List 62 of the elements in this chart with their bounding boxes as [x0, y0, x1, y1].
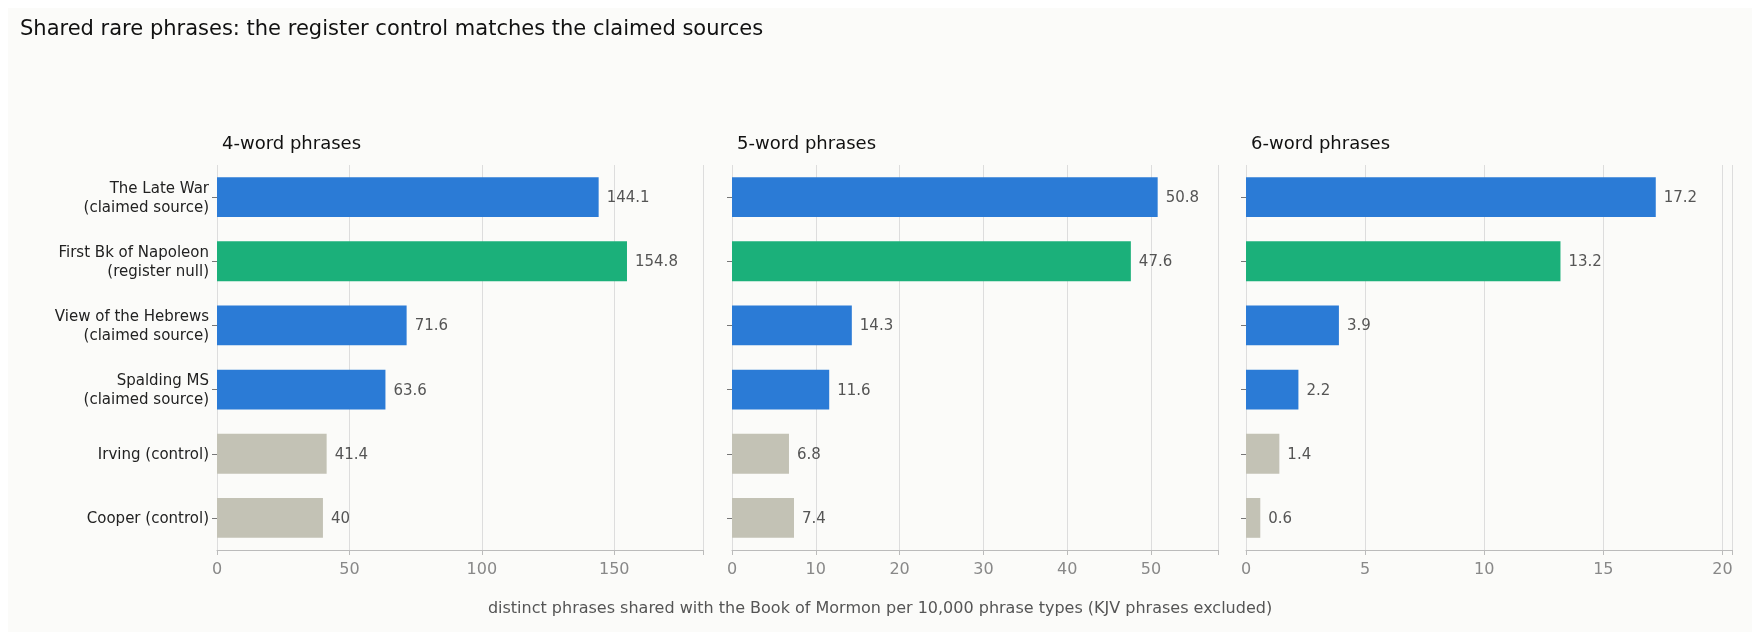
data-label: 14.3	[859, 316, 894, 335]
x-tick-label: 0	[726, 558, 738, 578]
bar	[1246, 177, 1656, 217]
data-label: 144.1	[606, 188, 650, 207]
chart-title: 6-word phrases	[1251, 131, 1391, 153]
bar	[732, 433, 789, 474]
data-label: 3.9	[1346, 316, 1371, 335]
x-axis-title: distinct phrases shared with the Book of Mormon per 10,000 phrase types (KJV phrases excluded)	[486, 598, 1274, 617]
chart-title: 5-word phrases	[737, 131, 877, 153]
x-tick-label: 10	[1474, 558, 1495, 578]
bar	[1246, 369, 1299, 410]
bar	[732, 177, 1158, 217]
bar	[217, 305, 407, 346]
y-tick-label: First Bk of Napoleon (register null)	[58, 242, 209, 280]
bar	[1246, 241, 1561, 282]
bar	[217, 433, 327, 474]
data-label: 11.6	[837, 380, 871, 399]
bar	[732, 498, 795, 538]
bar	[217, 369, 386, 410]
x-tick-label: 10	[805, 558, 826, 578]
y-tick-label: Irving (control)	[97, 444, 209, 463]
chart-title: 4-word phrases	[222, 131, 362, 153]
x-tick-label: 100	[466, 558, 498, 578]
text: Shared rare phrases: the register control matches the claimed sources	[20, 16, 764, 40]
data-label: 154.8	[634, 252, 678, 271]
bar	[732, 305, 852, 346]
data-label: 41.4	[334, 444, 369, 463]
x-tick-label: 30	[973, 558, 994, 578]
y-tick-label: Spalding MS (claimed source)	[83, 371, 209, 409]
data-label: 7.4	[802, 508, 826, 527]
data-label: 0.6	[1268, 508, 1293, 527]
data-label: 63.6	[393, 380, 427, 399]
bar	[1246, 498, 1261, 538]
x-tick-label: 50	[1140, 558, 1162, 578]
bar	[1246, 305, 1339, 346]
x-tick-label: 5	[1360, 558, 1371, 578]
data-label: 71.6	[414, 316, 449, 335]
bar	[217, 498, 323, 538]
y-tick-label: Cooper (control)	[86, 508, 209, 527]
x-tick-label: 0	[1240, 558, 1252, 578]
bar	[217, 241, 627, 282]
x-tick-label: 20	[889, 558, 910, 578]
data-label: 40	[330, 508, 351, 527]
data-label: 2.2	[1306, 380, 1331, 399]
x-tick-label: 40	[1056, 558, 1078, 578]
data-label: 17.2	[1663, 188, 1698, 207]
x-tick-label: 150	[599, 558, 630, 578]
y-tick-label: View of the Hebrews (claimed source)	[54, 306, 210, 344]
bar	[1246, 433, 1280, 474]
bar	[732, 241, 1131, 282]
data-label: 1.4	[1287, 444, 1312, 463]
y-tick-label: The Late War (claimed source)	[83, 178, 210, 216]
x-tick-label: 50	[339, 558, 360, 578]
bar	[217, 177, 599, 217]
x-tick-label: 20	[1712, 558, 1733, 578]
data-label: 50.8	[1165, 188, 1200, 207]
data-label: 6.8	[796, 444, 821, 463]
bar	[732, 369, 830, 410]
data-label: 13.2	[1568, 252, 1602, 271]
x-tick-label: 0	[211, 558, 223, 578]
x-tick-label: 15	[1593, 558, 1614, 578]
data-label: 47.6	[1138, 252, 1173, 271]
